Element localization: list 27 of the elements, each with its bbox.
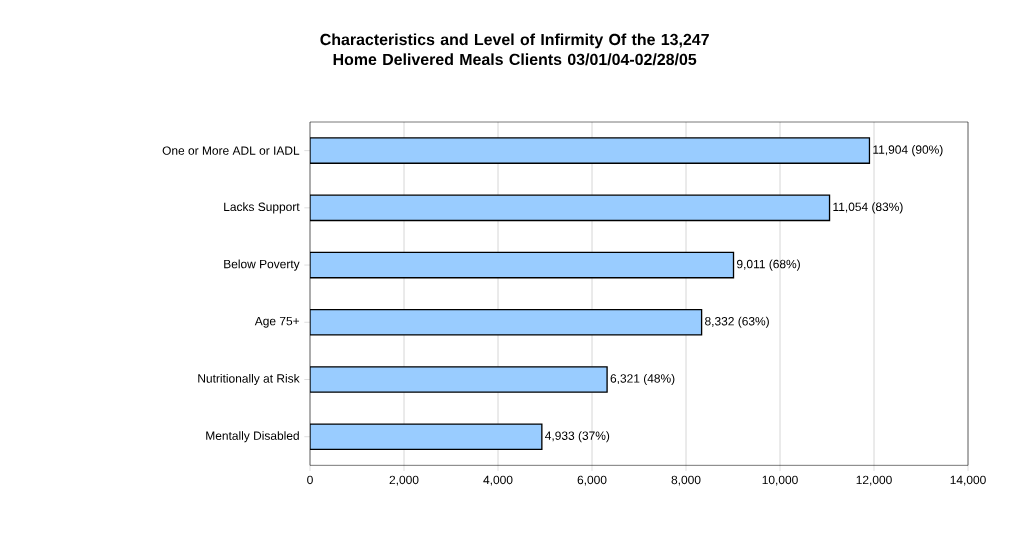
x-tick-label: 0 (307, 475, 313, 485)
bar (310, 251, 735, 279)
bar (310, 366, 608, 393)
data-label: 11,904 (90%) (873, 144, 943, 157)
y-tick-label: Below Poverty (224, 259, 300, 271)
y-tick-label: Age 75+ (254, 316, 300, 328)
x-tick-label: 6,000 (577, 475, 607, 486)
bar (310, 423, 543, 450)
data-label: 11,054 (83%) (833, 202, 903, 214)
y-tick-label: Mentally Disabled (206, 430, 299, 443)
bar (310, 194, 831, 222)
data-label: 9,011 (68%) (737, 259, 800, 271)
data-label: 8,332 (63%) (705, 316, 769, 328)
x-tick-label: 10,000 (762, 475, 798, 486)
x-tick-label: 12,000 (856, 475, 892, 486)
data-label: 6,321 (48%) (610, 373, 675, 385)
x-tick-label: 4,000 (483, 475, 513, 486)
chart-title: Characteristics and Level of Infirmity Of the 13,247 Home Delivered Meals Clients 03/01/04-02/28/05 (320, 33, 709, 66)
y-tick-label: Lacks Support (224, 202, 300, 214)
x-tick-label: 2,000 (389, 475, 419, 486)
y-tick-label: Nutritionally at Risk (198, 373, 300, 385)
x-tick-label: 8,000 (671, 475, 701, 486)
x-tick-label: 14,000 (950, 475, 986, 486)
bar (310, 308, 703, 336)
data-label: 4,933 (37%) (545, 430, 610, 443)
y-tick-label: One or More ADL or IADL (162, 146, 300, 155)
bar (310, 137, 871, 164)
